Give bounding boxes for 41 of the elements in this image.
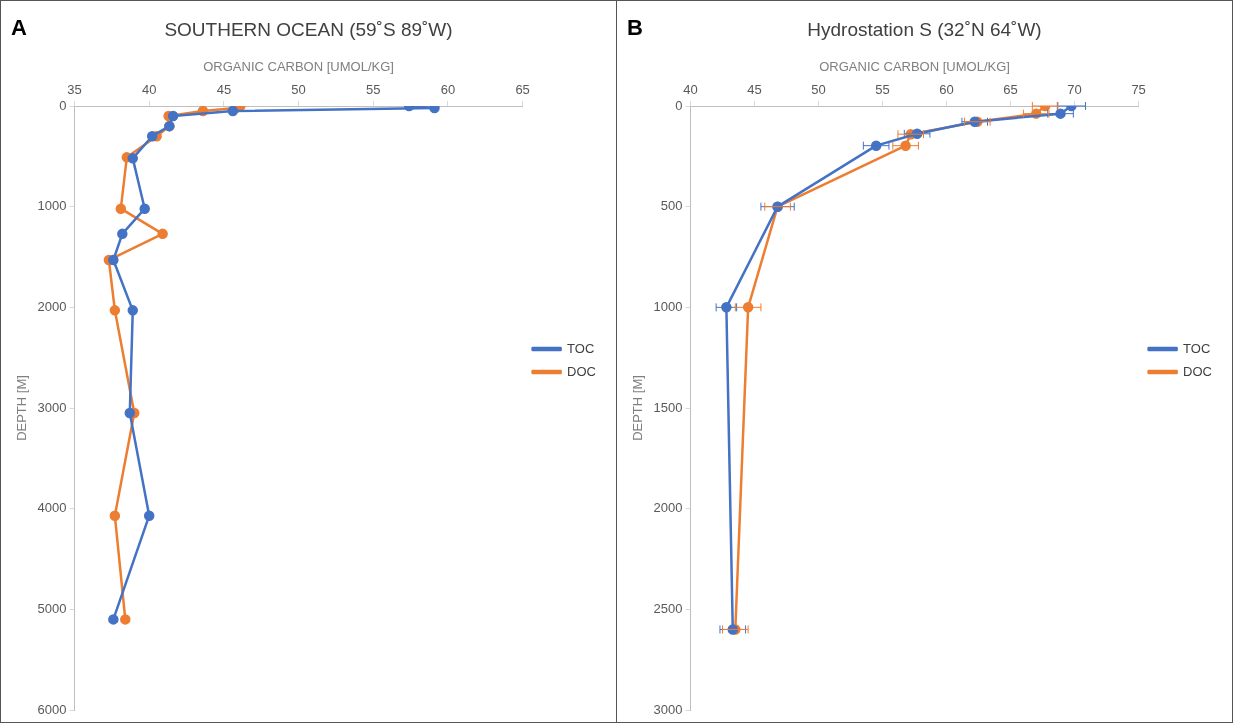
y-tick-label: 0 [675, 97, 683, 113]
x-tick-label: 45 [216, 81, 232, 97]
y-tick-label: 1000 [653, 298, 683, 314]
x-tick-label: 45 [747, 81, 762, 97]
y-tick-label: 1500 [653, 399, 683, 415]
x-tick-label: 50 [811, 81, 826, 97]
x-tick-label: 50 [291, 81, 306, 97]
y-tick-label: 2000 [653, 500, 683, 516]
y-tick-label: 0 [59, 97, 67, 113]
chart-title: SOUTHERN OCEAN (59˚S 89˚W) [164, 18, 453, 40]
y-axis-title: DEPTH [M] [630, 375, 646, 441]
y-tick-label: 2000 [37, 298, 67, 314]
y-tick-label: 3000 [653, 701, 683, 717]
x-tick-label: 65 [515, 81, 530, 97]
x-tick-label: 55 [875, 81, 890, 97]
x-tick-label: 35 [67, 81, 82, 97]
x-tick-label: 40 [141, 81, 157, 97]
x-tick-label: 60 [939, 81, 954, 97]
x-tick-label: 55 [366, 81, 381, 97]
text: A [11, 15, 27, 41]
x-tick-label: 40 [683, 81, 698, 97]
y-tick-label: 2500 [653, 600, 683, 616]
legend-label: TOC [567, 340, 595, 356]
x-axis-title: ORGANIC CARBON [UMOL/KG] [819, 59, 1010, 75]
chart-title: Hydrostation S (32˚N 64˚W) [807, 18, 1042, 40]
x-tick-label: 75 [1131, 81, 1146, 97]
legend-label: DOC [567, 363, 596, 379]
x-axis-title: ORGANIC CARBON [UMOL/KG] [203, 59, 394, 75]
x-tick-label: 70 [1067, 81, 1082, 97]
text: B [627, 15, 643, 41]
y-tick-label: 1000 [37, 198, 67, 214]
legend-label: DOC [1183, 363, 1212, 379]
x-tick-label: 60 [440, 81, 456, 97]
y-axis-title: DEPTH [M] [14, 375, 30, 441]
y-tick-label: 5000 [37, 600, 67, 616]
y-tick-label: 500 [660, 198, 683, 214]
y-tick-label: 4000 [37, 500, 67, 516]
legend-label: TOC [1183, 340, 1211, 356]
y-tick-label: 6000 [37, 701, 67, 717]
x-tick-label: 65 [1003, 81, 1018, 97]
y-tick-label: 3000 [37, 399, 67, 415]
